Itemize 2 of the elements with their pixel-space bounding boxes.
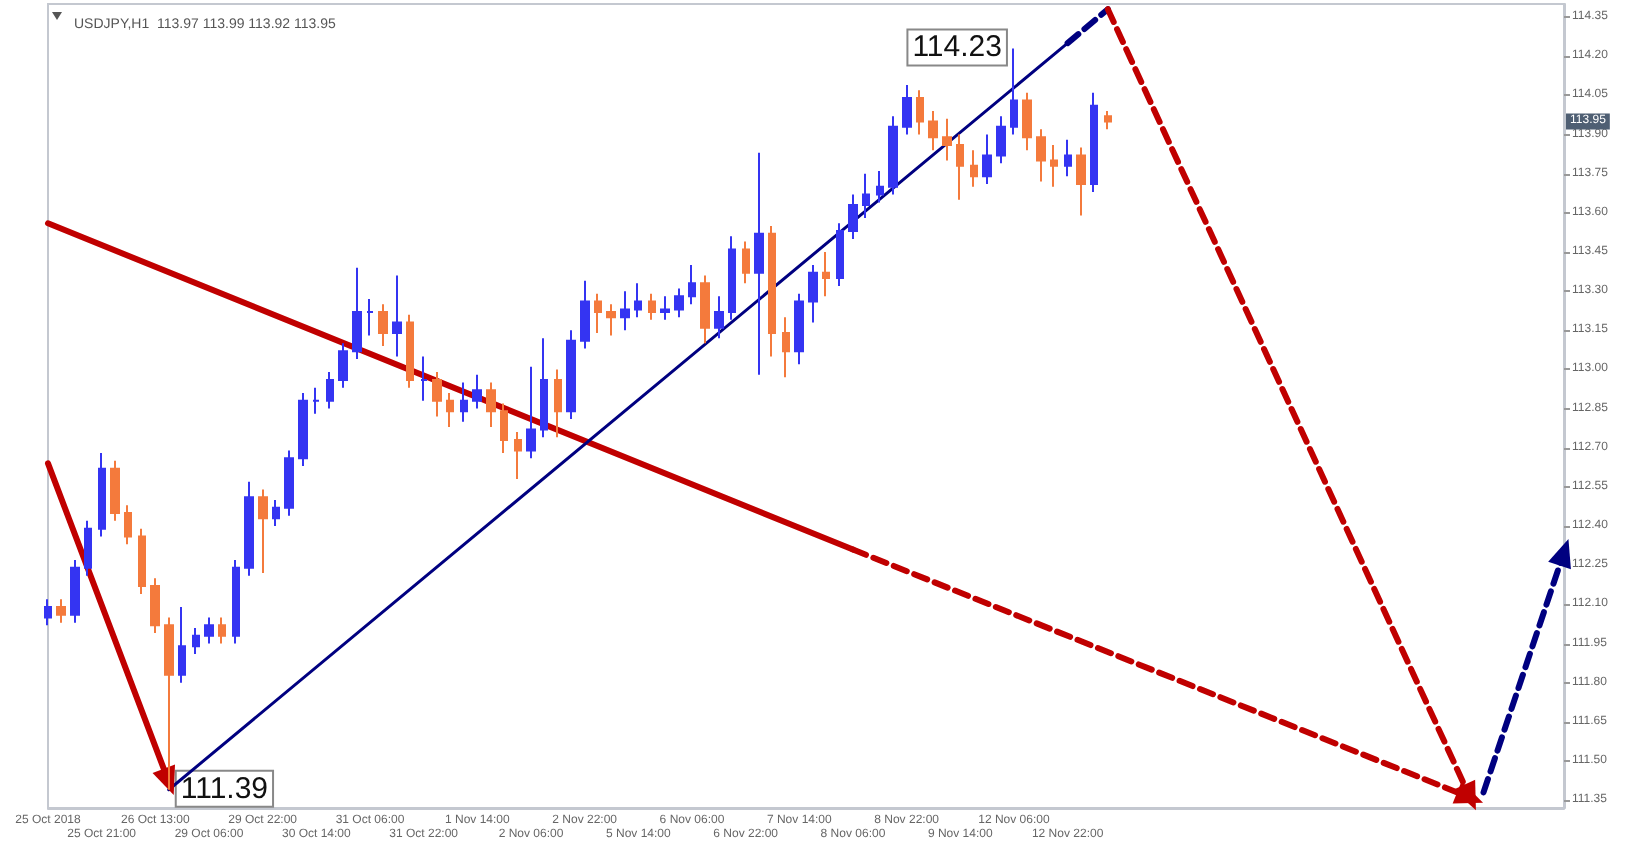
annotation: 114.23 [912, 30, 1002, 65]
annotation: 111.39 [180, 771, 269, 806]
